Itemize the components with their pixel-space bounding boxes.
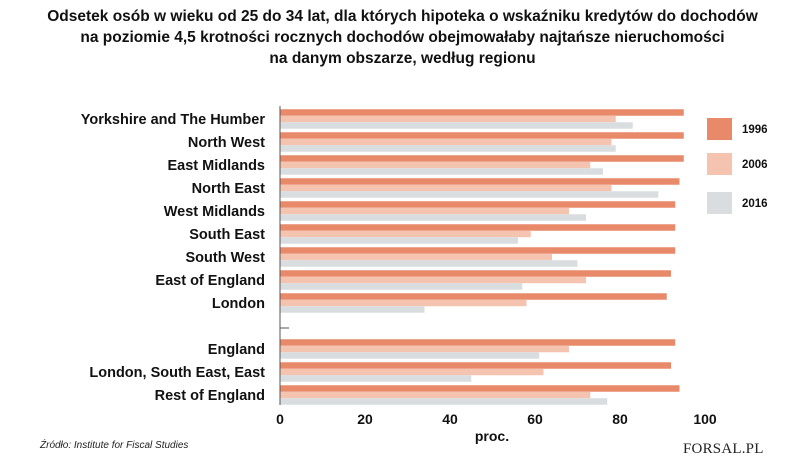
- bar-1996-england: [280, 339, 676, 346]
- bar-1996-east-midlands: [280, 155, 684, 162]
- bar-2006-south-west: [280, 253, 552, 261]
- bar-2006-rest-of-england: [280, 391, 591, 399]
- category-label: England: [208, 342, 265, 358]
- bar-2006-south-east: [280, 230, 531, 238]
- bar-1996-london-south-east-east: [280, 362, 671, 369]
- category-label: London, South East, East: [89, 365, 265, 381]
- bar-1996-south-east: [280, 224, 676, 231]
- bar-2016-north-west: [280, 145, 616, 152]
- x-axis-label: proc.: [475, 428, 509, 444]
- bar-2006-west-midlands: [280, 207, 569, 215]
- bar-2016-west-midlands: [280, 214, 586, 221]
- bar-1996-london: [280, 293, 667, 300]
- title-line-2: na poziomie 4,5 krotności rocznych docho…: [80, 29, 725, 46]
- bar-1996-yorkshire-and-the-humber: [280, 109, 684, 116]
- chart-title: Odsetek osób w wieku od 25 do 34 lat, dl…: [0, 6, 805, 69]
- bar-2016-yorkshire-and-the-humber: [280, 122, 633, 129]
- category-label: Rest of England: [155, 388, 265, 404]
- legend-label-2006: 2006: [742, 159, 768, 171]
- bar-2016-south-west: [280, 260, 578, 267]
- category-label: London: [212, 296, 265, 312]
- category-label: North West: [188, 135, 265, 151]
- legend-label-1996: 1996: [742, 124, 768, 136]
- x-tick-label: 80: [612, 411, 628, 427]
- bar-1996-east-of-england: [280, 270, 671, 277]
- category-label: South West: [186, 250, 266, 266]
- bar-2006-yorkshire-and-the-humber: [280, 115, 616, 123]
- bar-2006-london: [280, 299, 527, 307]
- bar-2006-london-south-east-east: [280, 368, 544, 376]
- bar-2016-east-of-england: [280, 283, 523, 290]
- bar-1996-west-midlands: [280, 201, 676, 208]
- bar-2006-east-of-england: [280, 276, 586, 284]
- legend-swatch-2006: [707, 153, 732, 175]
- source-note: Źródło: Institute for Fiscal Studies: [40, 440, 189, 451]
- legend-swatch-2016: [707, 192, 732, 214]
- category-label: North East: [192, 181, 265, 197]
- category-label: East of England: [155, 273, 265, 289]
- bar-2006-east-midlands: [280, 161, 591, 169]
- bar-2016-east-midlands: [280, 168, 603, 175]
- bar-2016-north-east: [280, 191, 659, 198]
- brand-logo: FORSAL.PL: [683, 441, 764, 457]
- bar-2006-north-east: [280, 184, 612, 192]
- bar-1996-north-east: [280, 178, 680, 185]
- bar-2016-london: [280, 306, 425, 313]
- category-label: Yorkshire and The Humber: [81, 112, 266, 128]
- bar-2006-north-west: [280, 138, 612, 146]
- x-tick-label: 40: [442, 411, 458, 427]
- bar-2006-england: [280, 345, 569, 353]
- category-label: West Midlands: [164, 204, 265, 220]
- bar-1996-south-west: [280, 247, 676, 254]
- legend-swatch-1996: [707, 118, 732, 140]
- category-label: South East: [189, 227, 265, 243]
- bar-1996-north-west: [280, 132, 684, 139]
- bar-2016-england: [280, 352, 540, 359]
- bar-2016-rest-of-england: [280, 398, 608, 405]
- x-tick-label: 60: [527, 411, 543, 427]
- title-line-1: Odsetek osób w wieku od 25 do 34 lat, dl…: [47, 8, 758, 25]
- category-label: East Midlands: [168, 158, 266, 174]
- bar-2016-london-south-east-east: [280, 375, 472, 382]
- x-tick-label: 0: [276, 411, 284, 427]
- bar-2016-south-east: [280, 237, 518, 244]
- title-line-3: na danym obszarze, według regionu: [269, 50, 536, 67]
- legend-label-2016: 2016: [742, 198, 768, 210]
- x-tick-label: 100: [693, 411, 717, 427]
- bar-1996-rest-of-england: [280, 385, 680, 392]
- x-tick-label: 20: [357, 411, 373, 427]
